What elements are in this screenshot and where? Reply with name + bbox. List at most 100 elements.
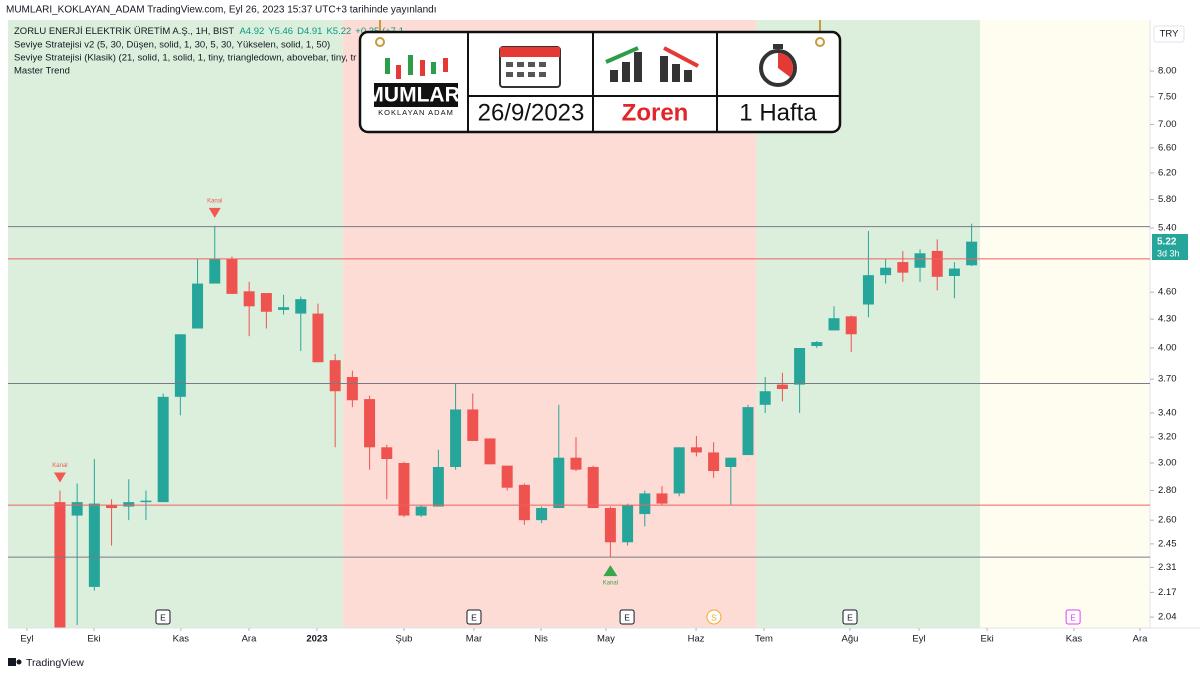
- y-tick-label: 2.60: [1158, 515, 1177, 526]
- candle-body: [536, 508, 548, 521]
- event-label: E: [1070, 612, 1076, 622]
- candle-body: [570, 457, 582, 470]
- signal-label: Kanal: [52, 463, 67, 469]
- candle-body: [828, 318, 840, 331]
- x-tick-label: Eki: [87, 634, 100, 645]
- candle-body: [759, 391, 771, 405]
- signal-label: Kanal: [603, 581, 618, 587]
- candle-body: [776, 384, 788, 390]
- candle-body: [54, 502, 66, 628]
- candle-body: [140, 500, 152, 503]
- signal-marker: [53, 472, 66, 483]
- y-tick-label: 4.30: [1158, 314, 1177, 325]
- event-marker: [619, 609, 635, 625]
- event-marker: [155, 609, 171, 625]
- x-tick-label: Kas: [173, 634, 190, 645]
- x-tick-label: Ara: [1133, 634, 1149, 645]
- candle-body: [656, 493, 668, 504]
- candle-body: [725, 457, 737, 467]
- x-tick-label: Şub: [396, 634, 413, 645]
- candle-body: [381, 447, 393, 459]
- currency-box: [1153, 25, 1185, 43]
- candle-body: [673, 447, 685, 494]
- logo-date: 26/9/2023: [478, 99, 585, 126]
- signal-marker: [208, 207, 221, 218]
- candle-body: [845, 316, 857, 335]
- published: MUMLARI_KOKLAYAN_ADAM TradingView.com, E…: [6, 5, 437, 16]
- candle-body: [622, 505, 634, 543]
- symbol: ZORLU ENERJİ ELEKTRİK ÜRETİM A.Ş., 1H, B…: [14, 26, 234, 37]
- y-tick-label: 4.60: [1158, 287, 1177, 298]
- x-tick-label: Eyl: [912, 634, 925, 645]
- candle-body: [346, 377, 358, 401]
- candle-body: [501, 465, 513, 488]
- y-tick-label: 2.80: [1158, 485, 1177, 496]
- x-tick-label: Haz: [688, 634, 705, 645]
- event-marker: [706, 609, 722, 625]
- y-tick-label: 2.31: [1158, 562, 1177, 573]
- signal-label: Kanal: [207, 198, 222, 204]
- candle-body: [192, 283, 204, 329]
- event-label: E: [847, 612, 853, 622]
- candle-body: [880, 267, 892, 276]
- x-tick-label: 2023: [306, 634, 327, 645]
- indicator: Master Trend: [14, 66, 70, 77]
- logo-tagline: KOKLAYAN ADAM: [378, 108, 454, 117]
- candle-body: [432, 466, 444, 507]
- candle-body: [742, 407, 754, 456]
- candle-body: [398, 462, 410, 516]
- candle-body: [553, 457, 565, 509]
- event-label: E: [624, 612, 630, 622]
- x-tick-label: Kas: [1066, 634, 1083, 645]
- y-tick-label: 3.40: [1158, 407, 1177, 418]
- candle-body: [604, 508, 616, 543]
- ohlc: D4.91: [297, 26, 322, 37]
- y-tick-label: 5.80: [1158, 194, 1177, 205]
- y-tick-label: 7.50: [1158, 91, 1177, 102]
- candle-body: [243, 291, 255, 307]
- x-tick-label: Nis: [534, 634, 548, 645]
- candle-body: [690, 447, 702, 453]
- candle-body: [914, 253, 926, 268]
- y-tick-label: 2.17: [1158, 587, 1177, 598]
- x-tick-label: Ara: [242, 634, 258, 645]
- y-tick-label: 5.40: [1158, 223, 1177, 234]
- logo-box: [358, 20, 842, 134]
- ohlc: K5.22: [326, 26, 351, 37]
- y-tick-label: 4.00: [1158, 343, 1177, 354]
- x-tick-label: Ağu: [842, 634, 859, 645]
- zone: [980, 20, 1150, 628]
- candle-body: [948, 268, 960, 276]
- candle-body: [415, 506, 427, 516]
- last-price: 5.22: [1157, 237, 1177, 248]
- candle-body: [931, 250, 943, 277]
- ohlc: A4.92: [239, 26, 264, 37]
- tv-logo: [8, 658, 22, 666]
- event-marker: [1065, 609, 1081, 625]
- y-tick-label: 3.20: [1158, 432, 1177, 443]
- indicator: Seviye Stratejisi v2 (5, 30, Düşen, soli…: [14, 40, 330, 51]
- x-tick-label: May: [597, 634, 615, 645]
- y-tick-label: 8.00: [1158, 66, 1177, 77]
- y-tick-label: 2.45: [1158, 538, 1177, 549]
- candle-body: [639, 493, 651, 515]
- candle-body: [811, 342, 823, 347]
- x-tick-label: Mar: [466, 634, 482, 645]
- candle-body: [467, 409, 479, 441]
- footer: TradingView: [26, 657, 84, 669]
- y-tick-label: 3.70: [1158, 374, 1177, 385]
- candle-body: [295, 299, 307, 314]
- candle-body: [123, 502, 135, 507]
- logo-brand: MUMLARI: [366, 84, 465, 107]
- x-tick-label: Eyl: [20, 634, 33, 645]
- y-tick-label: 3.00: [1158, 457, 1177, 468]
- y-tick-label: 6.60: [1158, 142, 1177, 153]
- candle-body: [862, 275, 874, 305]
- ohlc: Y5.46: [268, 26, 293, 37]
- candle-body: [278, 307, 290, 310]
- candle-body: [966, 241, 978, 266]
- y-tick-label: 6.20: [1158, 167, 1177, 178]
- signal-marker: [603, 565, 618, 577]
- indicator: Seviye Stratejisi (Klasik) (21, solid, 1…: [14, 53, 356, 64]
